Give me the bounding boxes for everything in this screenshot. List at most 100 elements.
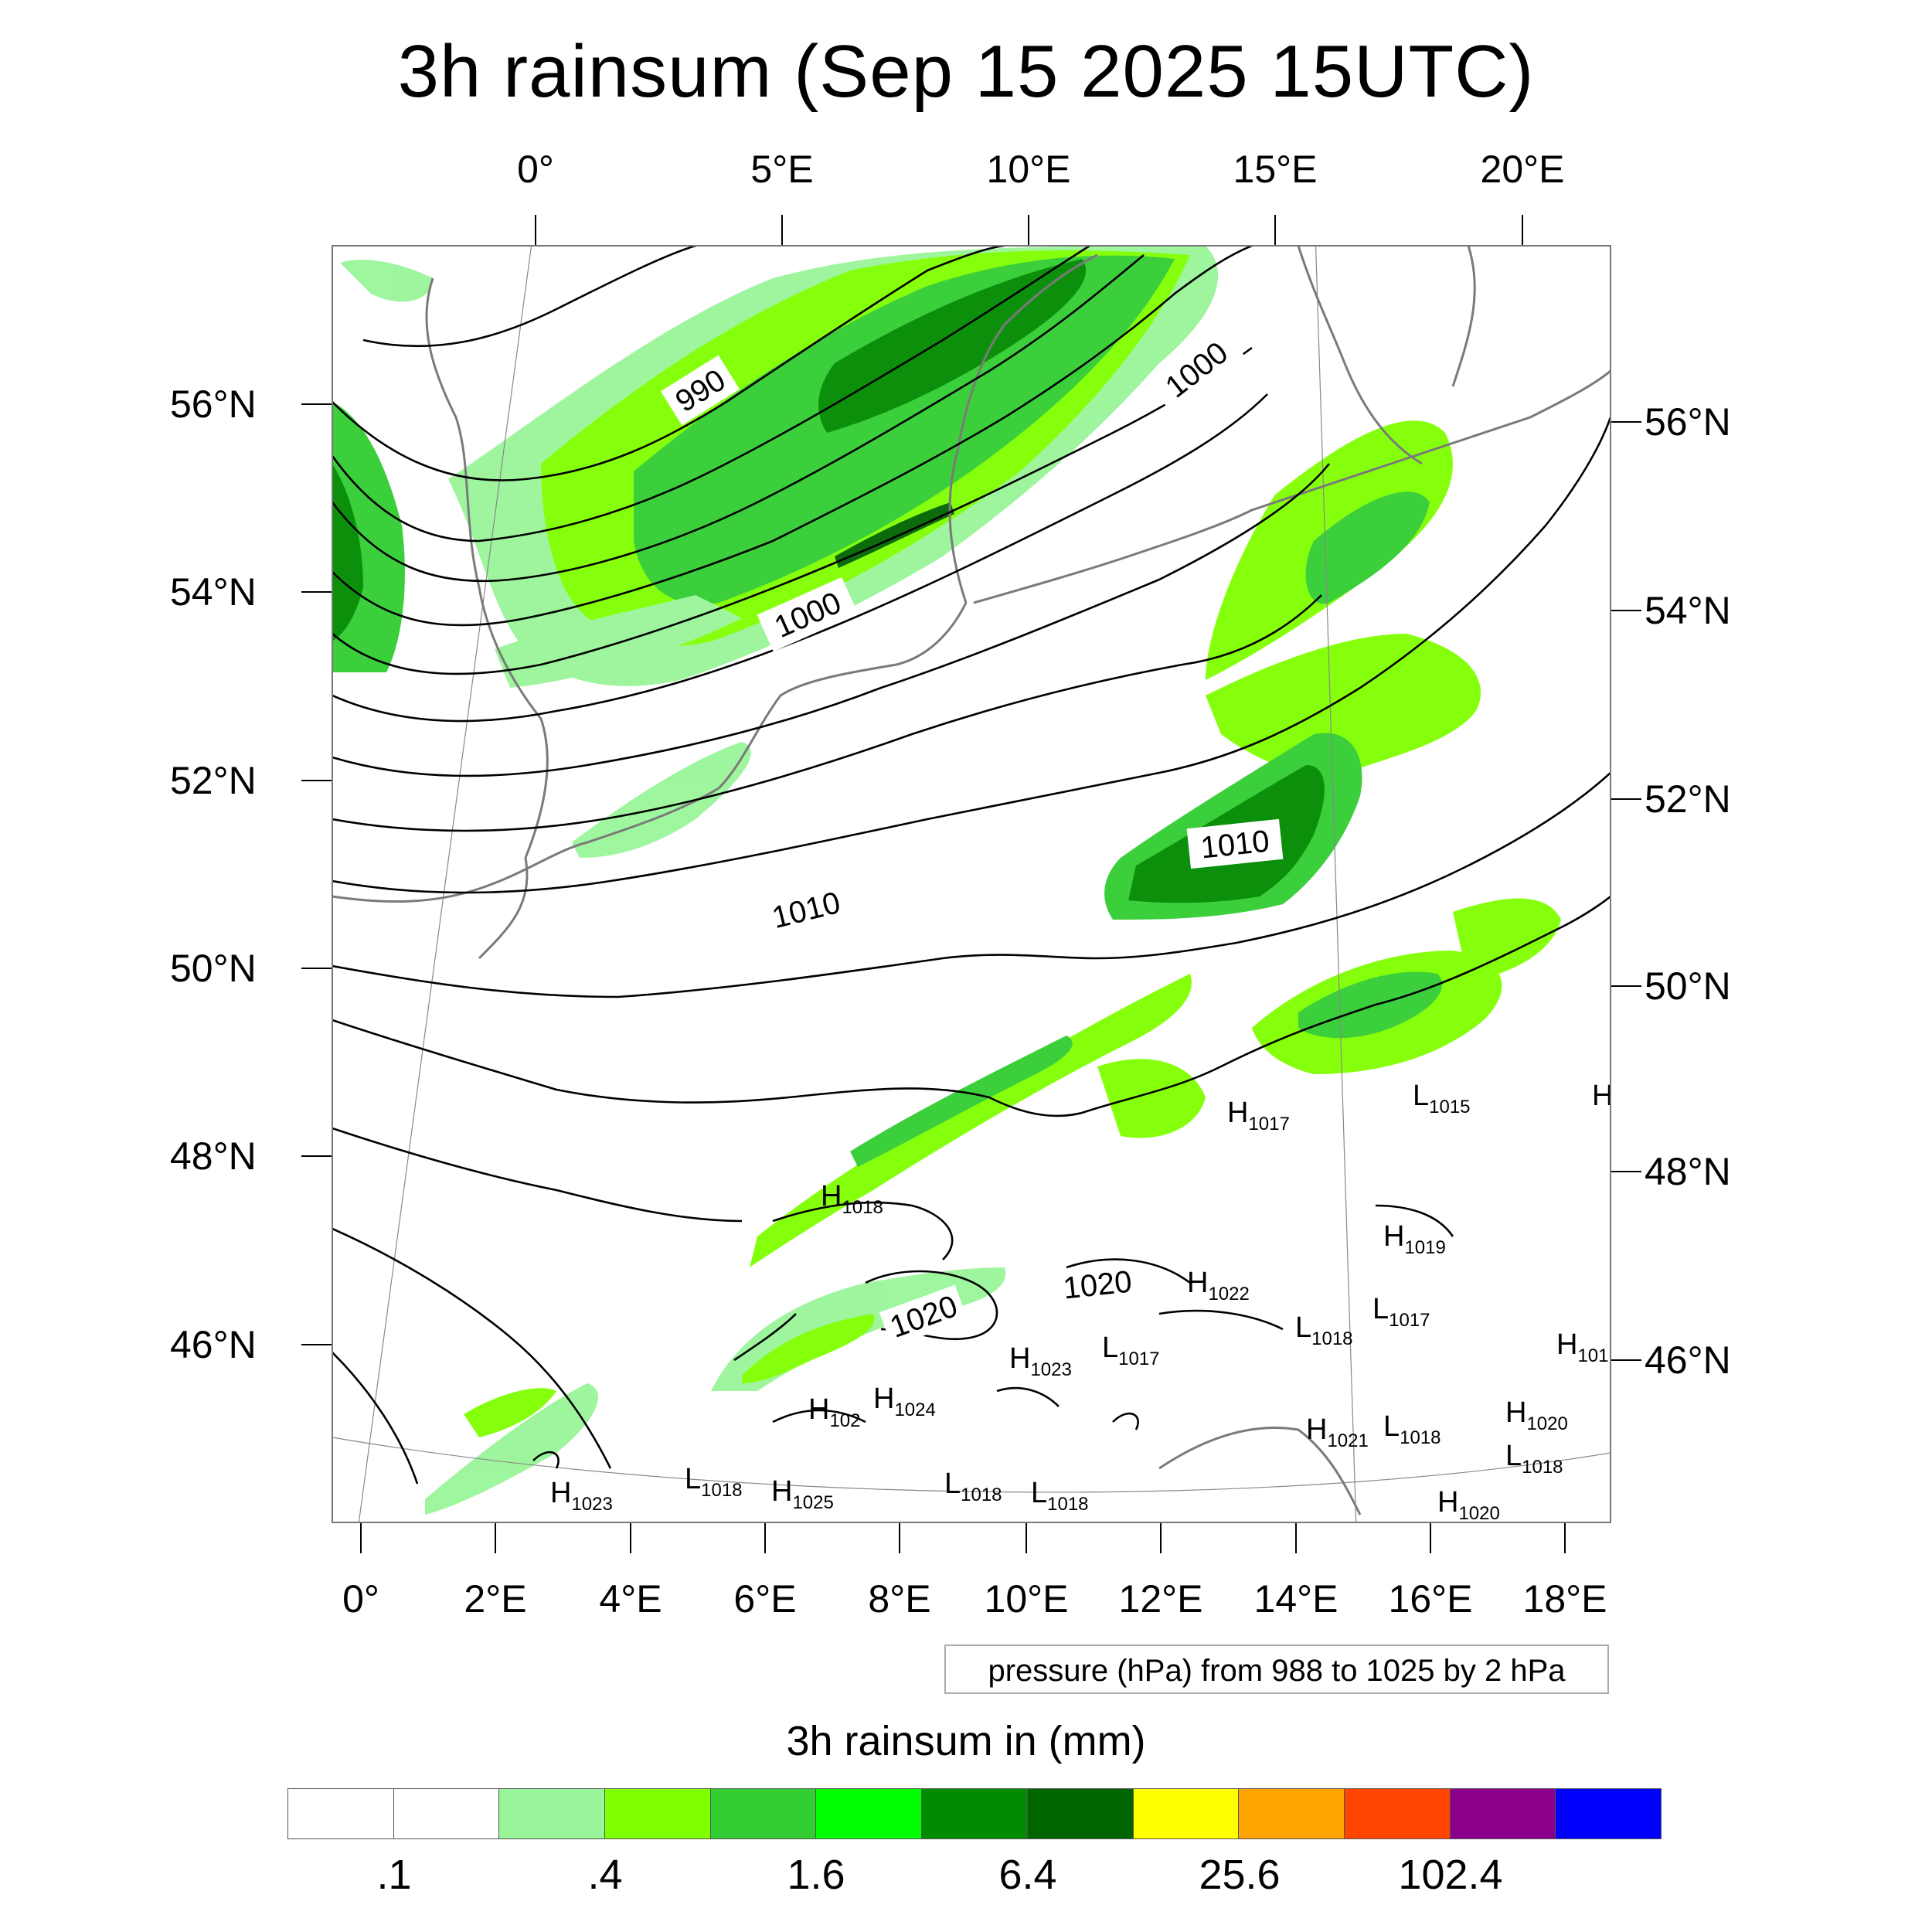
pressure-center: H101 <box>1556 1328 1609 1366</box>
bottom-lon-label: 8°E <box>868 1577 931 1621</box>
map-title: 3h rainsum (Sep 15 2025 15UTC) <box>397 30 1535 113</box>
colorbar-cell <box>1027 1789 1134 1838</box>
top-lon-label: 5°E <box>750 148 814 191</box>
colorbar-title: 3h rainsum in (mm) <box>786 1718 1146 1764</box>
bottom-lon-label: 10°E <box>984 1577 1069 1621</box>
isobar-label-1010-west: 1010 <box>769 886 844 935</box>
pressure-center: L1018 <box>685 1463 743 1501</box>
colorbar-cell <box>710 1789 817 1838</box>
rain-area-benelux <box>572 742 751 858</box>
rain-area-south-band <box>750 974 1192 1267</box>
pressure-center: H1020 <box>1437 1486 1500 1524</box>
colorbar-label: 1.6 <box>787 1852 845 1898</box>
left-lat-label: 50°N <box>170 947 257 990</box>
pressure-centers: H1017 L1015 H H1018 H1019 H1022 L1017 L1… <box>550 1080 1613 1524</box>
colorbar-cell <box>393 1789 500 1838</box>
rain-area-czech-mid <box>1298 971 1443 1039</box>
top-lon-label: 10°E <box>986 148 1071 191</box>
pressure-center: H1024 <box>873 1383 936 1420</box>
colorbar-label: 102.4 <box>1398 1852 1503 1898</box>
pressure-center: H1022 <box>1187 1267 1250 1304</box>
frame-ticks <box>301 215 1641 1553</box>
left-lat-label: 48°N <box>170 1134 257 1178</box>
pressure-center: L1018 <box>1295 1311 1353 1349</box>
rain-area-bavaria <box>1097 1059 1206 1138</box>
isobars <box>332 246 1611 1485</box>
right-lat-label: 48°N <box>1645 1150 1731 1193</box>
pressure-center: L1018 <box>1383 1410 1441 1448</box>
right-lat-label: 46°N <box>1645 1338 1731 1382</box>
pressure-center: L1018 <box>1505 1440 1563 1478</box>
rain-area-northsea-dark <box>818 259 1087 433</box>
colorbar-cell <box>1556 1789 1661 1838</box>
left-lat-label: 52°N <box>170 759 257 802</box>
colorbar-cell <box>288 1789 394 1838</box>
rain-area-northsea-mid <box>634 255 1175 604</box>
left-lat-label: 54°N <box>170 570 257 614</box>
bottom-lon-label: 18°E <box>1522 1577 1607 1621</box>
rain-area-uk-coast-dark <box>332 464 363 641</box>
colorbar-cell <box>1133 1789 1240 1838</box>
precipitation-field <box>332 246 1561 1515</box>
left-lat-label: 56°N <box>170 383 257 426</box>
rain-area-france-sw <box>425 1383 599 1515</box>
rain-area-poland-north <box>1206 634 1481 774</box>
bottom-lon-label: 12°E <box>1118 1577 1203 1621</box>
pressure-center: H1017 <box>1227 1097 1290 1134</box>
top-lon-label: 15°E <box>1233 148 1318 191</box>
colorbar-cell <box>605 1789 711 1838</box>
rain-area-channel <box>495 595 742 688</box>
colorbar-cell <box>816 1789 923 1838</box>
right-lat-label: 50°N <box>1645 964 1731 1008</box>
graticule <box>332 246 1611 1522</box>
pressure-center: L1017 <box>1102 1332 1160 1369</box>
colorbar-label: .4 <box>587 1852 623 1898</box>
pressure-center: H1021 <box>1306 1413 1369 1451</box>
colorbar-label: 25.6 <box>1199 1852 1281 1898</box>
rain-area-south-band-mid <box>850 1036 1073 1167</box>
pressure-center: H <box>1592 1080 1613 1112</box>
pressure-center: L1018 <box>944 1468 1002 1505</box>
right-lat-label: 56°N <box>1645 400 1731 444</box>
pressure-center: L1017 <box>1372 1293 1430 1331</box>
pressure-center: L1018 <box>1031 1477 1089 1515</box>
isobar-label-1010-east: 1010 <box>1199 824 1271 865</box>
pressure-center: L1015 <box>1413 1080 1471 1117</box>
pressure-center: H1019 <box>1383 1220 1446 1258</box>
left-lat-label: 46°N <box>170 1323 257 1366</box>
pressure-center: H1025 <box>771 1475 834 1513</box>
top-lon-label: 20°E <box>1480 148 1565 191</box>
colorbar <box>287 1788 1662 1839</box>
bottom-lon-label: 14°E <box>1253 1577 1338 1621</box>
rain-area-slovakia <box>1453 898 1561 981</box>
colorbar-cell <box>922 1789 1028 1838</box>
colorbar-cell <box>1239 1789 1345 1838</box>
coastlines <box>332 246 1611 1515</box>
rain-area-baltic-mid <box>1305 492 1430 604</box>
bottom-lon-label: 0° <box>342 1577 379 1621</box>
rain-area-france-sw-lime <box>464 1388 556 1437</box>
rain-area-scotland <box>340 260 433 302</box>
map-frame <box>332 245 1611 1523</box>
bottom-lon-label: 16°E <box>1388 1577 1473 1621</box>
isobar-label-1020-east: 1020 <box>1062 1264 1134 1305</box>
colorbar-cell <box>1344 1789 1451 1838</box>
pressure-center: H1023 <box>1009 1342 1072 1380</box>
bottom-lon-label: 4°E <box>599 1577 662 1621</box>
pressure-center: H1018 <box>821 1180 883 1218</box>
bottom-lon-label: 6°E <box>733 1577 797 1621</box>
rain-area-dark-streak <box>835 502 954 568</box>
rain-area-alps-lime <box>742 1314 875 1383</box>
contour-info-box: pressure (hPa) from 988 to 1025 by 2 hPa <box>944 1645 1609 1694</box>
colorbar-label: 6.4 <box>998 1852 1057 1898</box>
bottom-lon-label: 2°E <box>464 1577 527 1621</box>
colorbar-cell <box>499 1789 606 1838</box>
right-lat-label: 52°N <box>1645 777 1731 821</box>
pressure-center: H1020 <box>1505 1396 1568 1434</box>
colorbar-cell <box>1450 1789 1556 1838</box>
right-lat-label: 54°N <box>1645 589 1731 632</box>
top-lon-label: 0° <box>517 148 554 191</box>
pressure-center: H1023 <box>550 1477 613 1515</box>
pressure-center: H102 <box>808 1393 861 1431</box>
